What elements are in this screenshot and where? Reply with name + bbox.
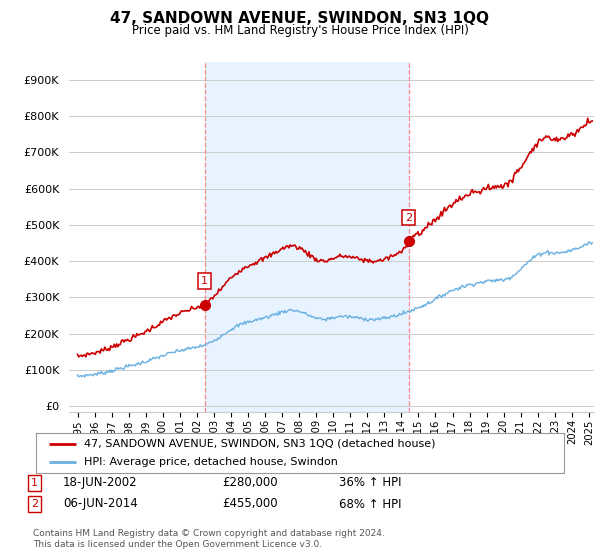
Text: 2: 2 — [31, 499, 38, 509]
Text: Contains HM Land Registry data © Crown copyright and database right 2024.
This d: Contains HM Land Registry data © Crown c… — [33, 529, 385, 549]
Bar — [205, 62, 409, 412]
Text: 47, SANDOWN AVENUE, SWINDON, SN3 1QQ: 47, SANDOWN AVENUE, SWINDON, SN3 1QQ — [110, 11, 490, 26]
Text: £280,000: £280,000 — [222, 476, 278, 489]
Text: 36% ↑ HPI: 36% ↑ HPI — [339, 476, 401, 489]
Text: 1: 1 — [31, 478, 38, 488]
Text: 06-JUN-2014: 06-JUN-2014 — [63, 497, 138, 511]
Text: 2: 2 — [405, 213, 412, 222]
Text: 18-JUN-2002: 18-JUN-2002 — [63, 476, 137, 489]
Text: 47, SANDOWN AVENUE, SWINDON, SN3 1QQ (detached house): 47, SANDOWN AVENUE, SWINDON, SN3 1QQ (de… — [83, 439, 435, 449]
Text: Price paid vs. HM Land Registry's House Price Index (HPI): Price paid vs. HM Land Registry's House … — [131, 24, 469, 36]
Text: £455,000: £455,000 — [222, 497, 278, 511]
Text: 68% ↑ HPI: 68% ↑ HPI — [339, 497, 401, 511]
Text: HPI: Average price, detached house, Swindon: HPI: Average price, detached house, Swin… — [83, 458, 337, 467]
Text: 1: 1 — [201, 276, 208, 286]
